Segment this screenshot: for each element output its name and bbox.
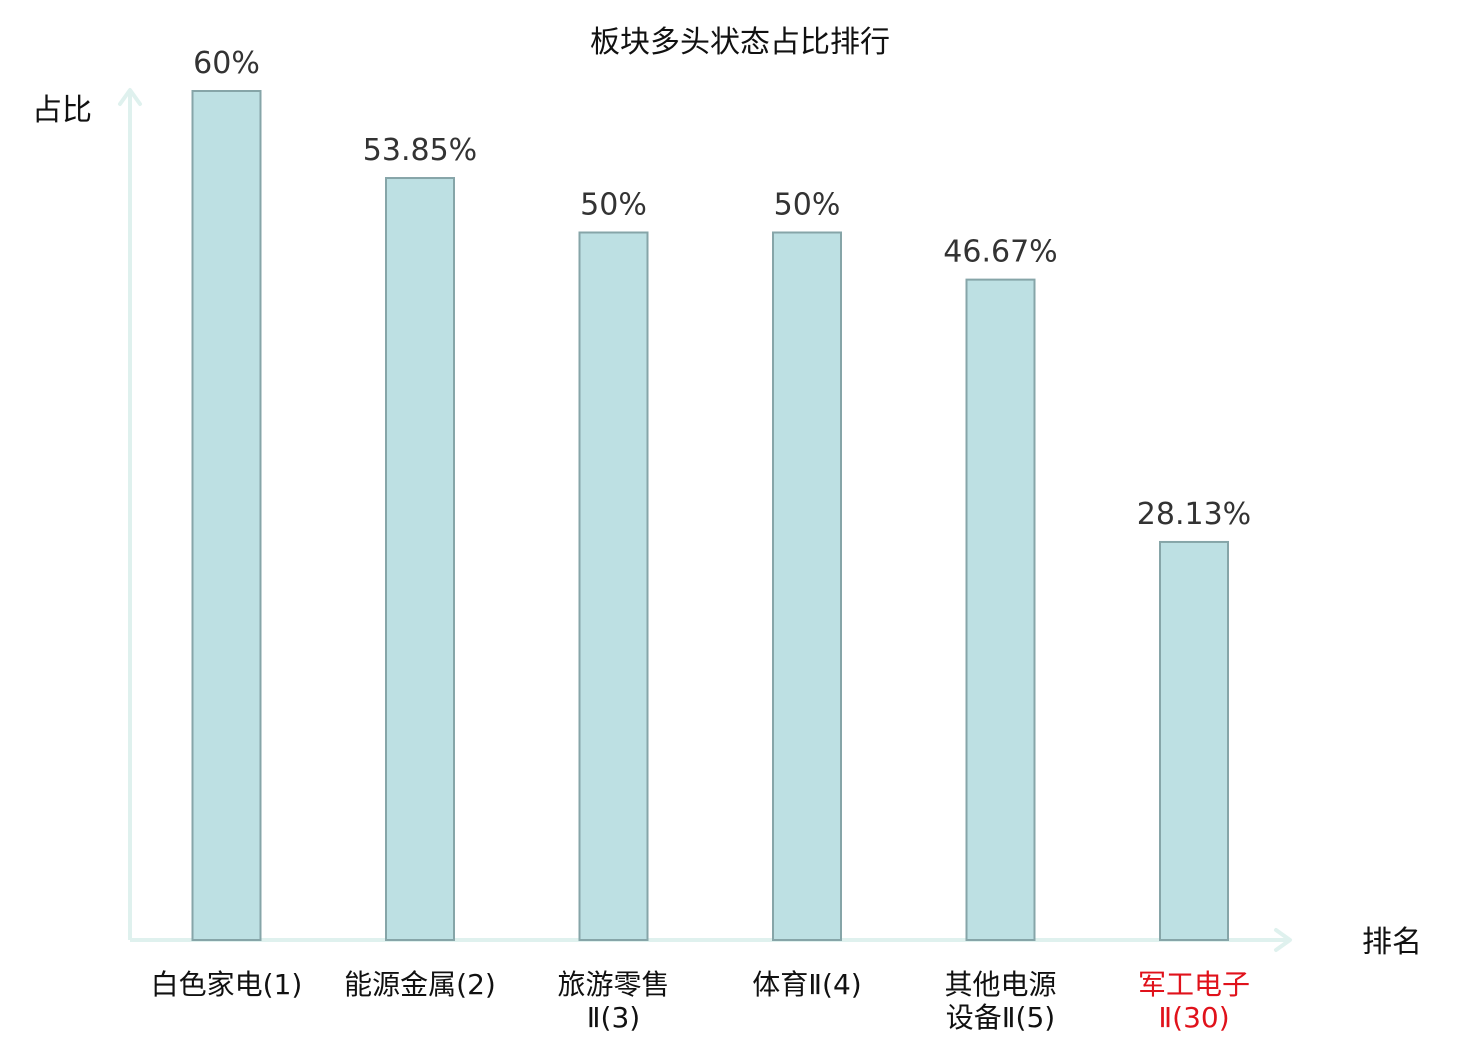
y-axis-arrow <box>118 88 142 106</box>
x-axis-arrow <box>1274 928 1292 952</box>
x-tick-label: 军工电子 <box>1138 968 1250 1001</box>
x-tick-label: 体育Ⅱ(4) <box>752 968 861 1001</box>
value-labels: 60% 53.85% 50% 50% 46.67% 28.13% <box>193 46 1251 532</box>
value-label: 50% <box>580 188 647 223</box>
chart-title: 板块多头状态占比排行 <box>590 25 890 60</box>
value-label: 53.85% <box>363 133 477 168</box>
x-tick-label: Ⅱ(30) <box>1158 1001 1229 1034</box>
x-tick-label: 其他电源 <box>944 968 1056 1001</box>
x-tick-label: 白色家电(1) <box>151 968 303 1001</box>
x-tick-label: 旅游零售 <box>557 968 669 1001</box>
value-label: 28.13% <box>1137 497 1251 532</box>
bar <box>965 278 1036 941</box>
bar <box>385 177 455 941</box>
bar <box>578 231 649 941</box>
value-label: 46.67% <box>943 235 1057 270</box>
value-label: 60% <box>193 46 260 81</box>
axes <box>118 88 1292 952</box>
bar <box>772 231 842 941</box>
y-axis-label: 占比 <box>32 93 92 128</box>
x-tick-label: 设备Ⅱ(5) <box>946 1001 1055 1034</box>
bar-series <box>191 90 1229 941</box>
x-tick-label: Ⅱ(3) <box>587 1001 640 1034</box>
value-label: 50% <box>774 188 841 223</box>
x-tick-label: 能源金属(2) <box>344 968 496 1001</box>
bar <box>1159 540 1229 941</box>
bar <box>191 90 262 941</box>
x-axis-label: 排名 <box>1362 925 1422 960</box>
